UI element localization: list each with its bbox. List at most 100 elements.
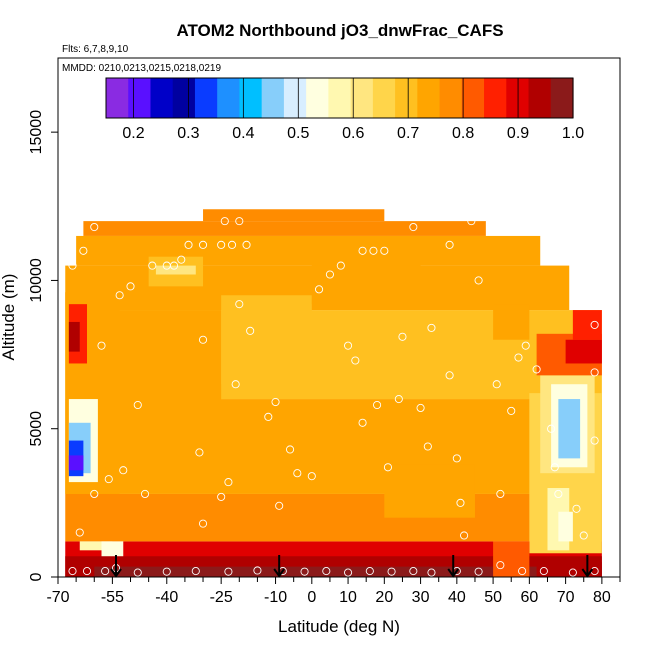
observation-point (416, 403, 425, 413)
heatmap-cell (94, 566, 602, 577)
observation-point (148, 261, 157, 270)
observation-point (325, 270, 334, 279)
x-tick-label: 50 (484, 589, 502, 606)
observation-point (235, 300, 244, 309)
y-tick-label: 5000 (28, 411, 45, 447)
x-tick-label: 80 (593, 589, 611, 606)
observation-point (423, 442, 432, 451)
x-axis-label: Latitude (deg N) (278, 617, 400, 636)
observation-point (286, 445, 295, 454)
observation-point (101, 567, 110, 576)
observation-point (496, 561, 505, 570)
colorbar-tick-label: 0.3 (177, 125, 199, 142)
observation-point (539, 567, 548, 576)
heatmap-cell (83, 221, 486, 236)
x-tick-label: -40 (155, 589, 178, 606)
heatmap-cell (221, 295, 312, 385)
x-tick-label: 70 (557, 589, 575, 606)
y-tick-label: 10000 (28, 258, 45, 303)
y-tick-label: 15000 (28, 110, 45, 155)
colorbar-swatch (283, 78, 307, 118)
observation-point (322, 567, 331, 576)
flight-arrow-head (447, 568, 460, 578)
colorbar-tick-label: 0.9 (507, 125, 529, 142)
observation-points (68, 202, 599, 577)
observation-point (90, 489, 99, 499)
observation-point (344, 568, 353, 577)
observation-point (387, 567, 396, 576)
heatmap-cell (311, 250, 421, 305)
observation-point (191, 567, 200, 576)
heatmap-cell (493, 541, 530, 577)
observation-point (369, 246, 378, 255)
x-tick-label: -70 (46, 589, 69, 606)
observation-point (140, 489, 150, 499)
observation-point (307, 472, 316, 481)
colorbar-swatch (128, 78, 152, 118)
heatmap-cell (558, 399, 581, 459)
heatmap-cell (565, 339, 602, 364)
colorbar-swatch (194, 78, 218, 118)
observation-point (126, 282, 135, 291)
observation-point (358, 246, 367, 255)
observation-point (177, 255, 186, 264)
observation-point (427, 323, 436, 332)
heatmap-cell (558, 511, 573, 542)
colorbar-tick-label: 0.8 (452, 125, 474, 142)
heatmap-cell (76, 235, 541, 266)
observation-point (521, 341, 530, 350)
observation-point (590, 368, 599, 377)
heatmap-cell (65, 493, 602, 542)
observation-point (246, 326, 255, 335)
colorbar-swatch (461, 78, 485, 118)
colorbar-swatch (261, 78, 285, 118)
colorbar-swatch (350, 78, 374, 118)
heatmap-cell (68, 455, 84, 471)
observation-point (68, 567, 77, 576)
x-axis: -70 -55 -40 -25 -10 0 10 20 30 40 50 60 70 80 (46, 577, 621, 606)
observation-point (184, 240, 193, 249)
heatmap-cell (155, 265, 196, 275)
flights-label: Flts: 6,7,8,9,10 (62, 44, 129, 55)
observation-point (579, 531, 588, 540)
observation-point (590, 436, 599, 445)
observation-point (242, 240, 251, 249)
observation-point (79, 246, 88, 255)
heatmap-cell (203, 209, 385, 222)
observation-point (358, 418, 367, 427)
observation-point (275, 501, 284, 510)
observation-point (496, 489, 505, 499)
observation-point (398, 332, 407, 341)
observation-point (507, 406, 516, 415)
colorbar-tick-label: 0.6 (342, 125, 364, 142)
dates-label: MMDD: 0210,0213,0215,0218,0219 (62, 63, 221, 74)
observation-point (195, 448, 204, 457)
observation-point (75, 528, 84, 537)
observation-point (220, 217, 229, 226)
observation-point (115, 291, 124, 300)
observation-point (365, 567, 374, 576)
colorbar-ticks: 0.2 0.3 0.4 0.5 0.6 0.7 0.8 0.9 1.0 (122, 78, 584, 142)
observation-point (300, 567, 309, 576)
observation-point (198, 335, 208, 344)
x-tick-label: 0 (307, 589, 316, 606)
plot-frame (57, 57, 621, 578)
observation-point (253, 566, 262, 575)
observation-point (162, 567, 171, 576)
observation-point (550, 463, 559, 472)
observation-point (271, 397, 280, 407)
colorbar (105, 77, 574, 119)
x-tick-label: -10 (264, 589, 287, 606)
observation-point (224, 478, 233, 487)
colorbar-swatch (217, 78, 241, 118)
observation-point (554, 489, 563, 499)
x-tick-label: 20 (375, 589, 393, 606)
heatmap-cell (572, 310, 602, 340)
observation-point (467, 217, 476, 226)
colorbar-tick-label: 1.0 (562, 125, 584, 142)
observation-point (427, 568, 436, 577)
colorbar-tick-label: 0.4 (232, 125, 254, 142)
observation-point (460, 531, 469, 540)
observation-point (104, 475, 113, 484)
